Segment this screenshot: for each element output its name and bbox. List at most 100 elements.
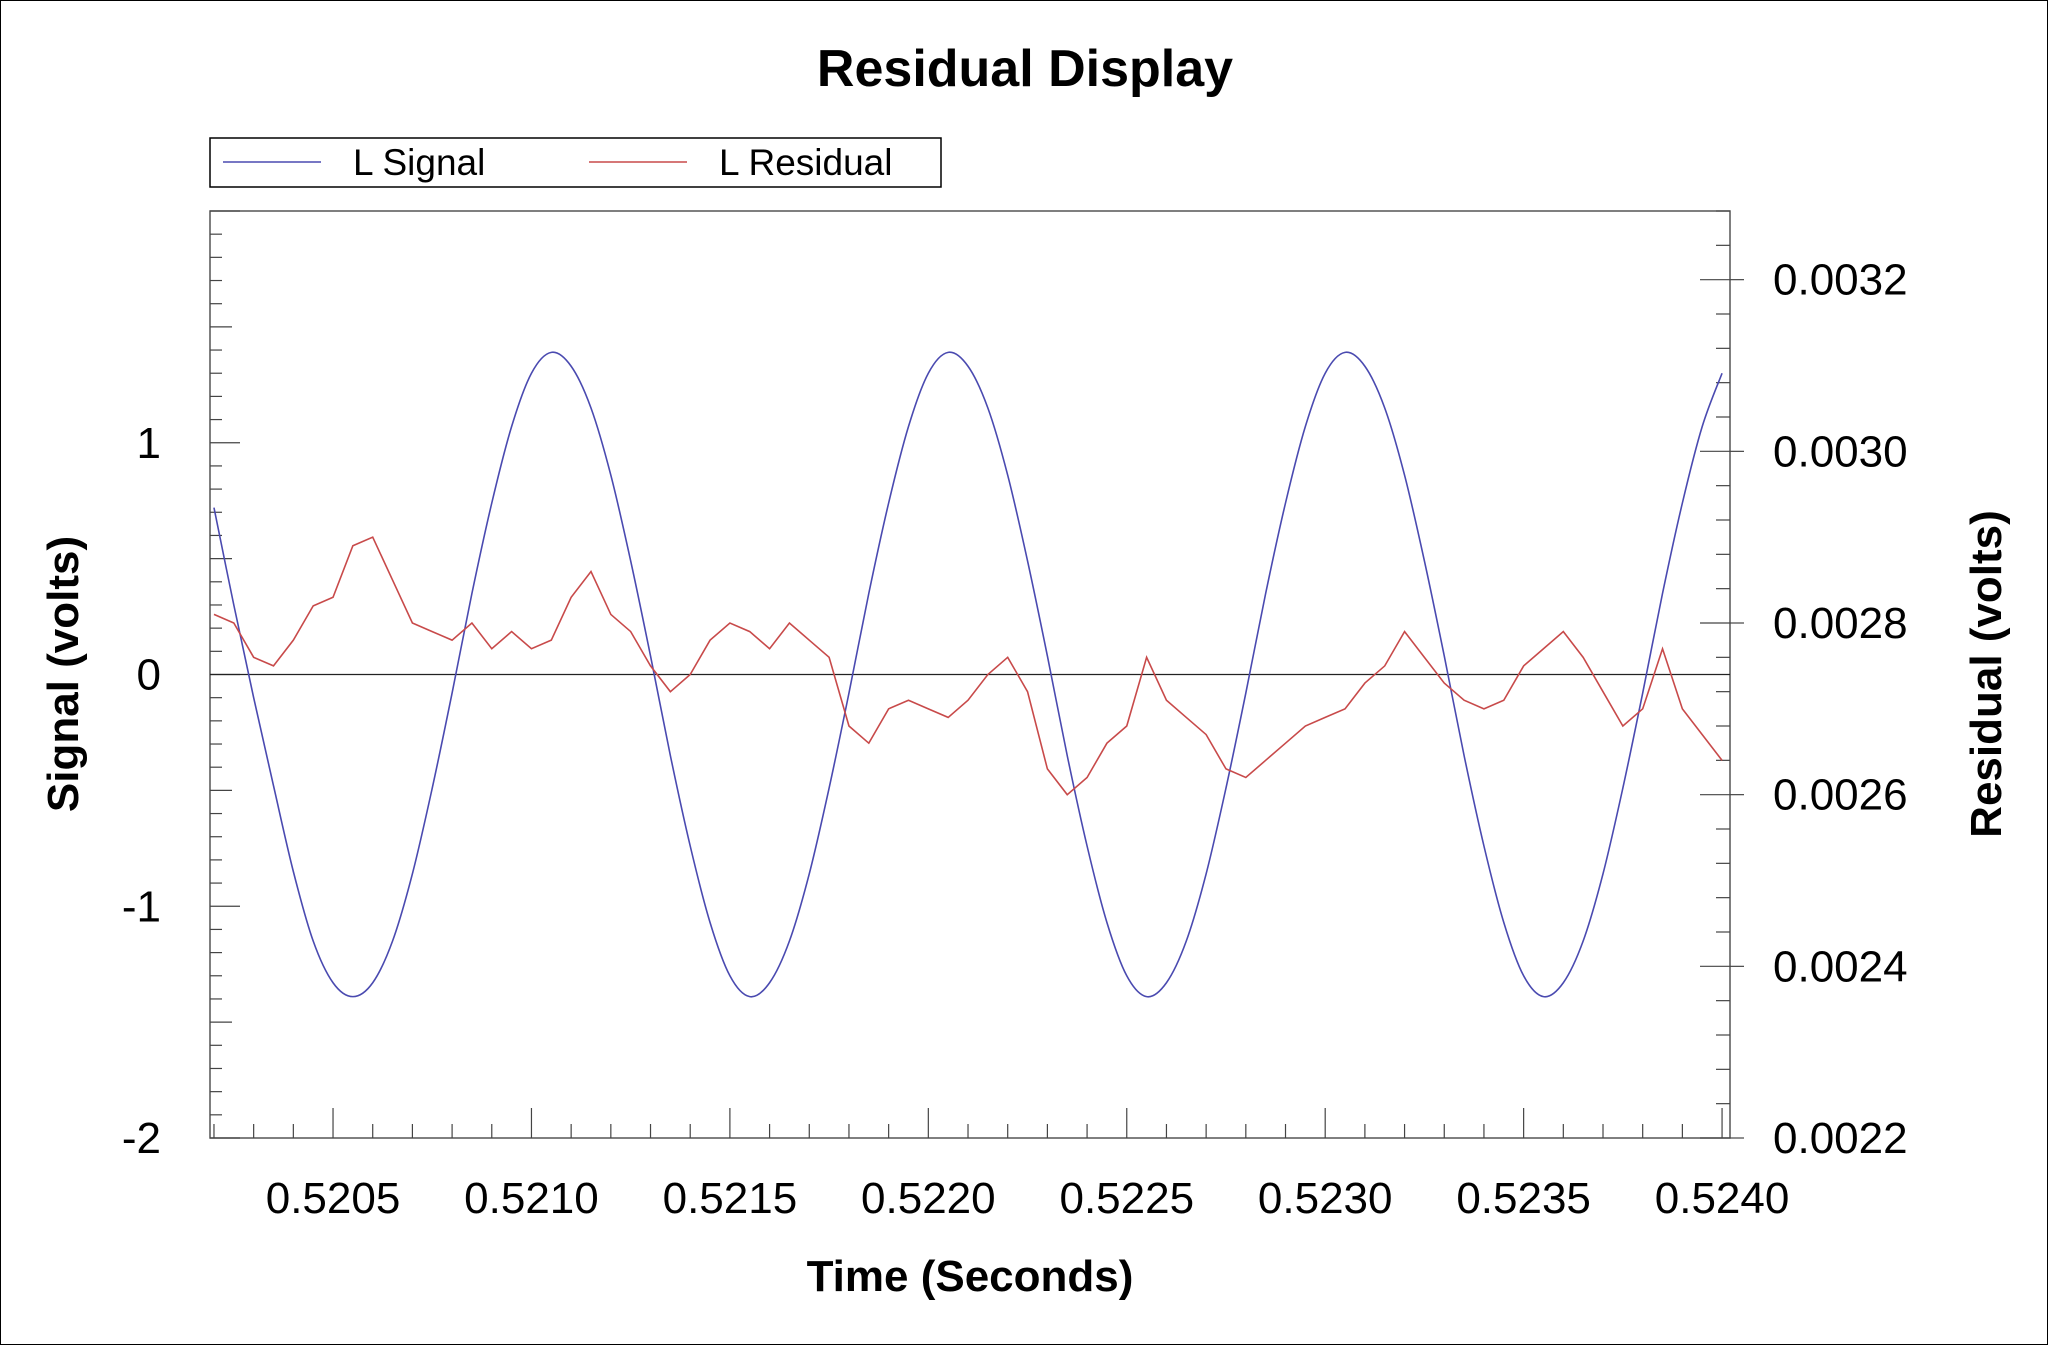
series-l-signal-point (729, 975, 730, 976)
series-l-signal-point (1503, 922, 1504, 923)
series-l-residual-point (1067, 794, 1068, 795)
series-l-residual-point (1444, 682, 1445, 683)
y-left-tick-label: 0 (137, 651, 161, 700)
series-l-signal-point (1007, 475, 1008, 476)
series-l-residual-point (1563, 631, 1564, 632)
series-l-signal-point (1444, 655, 1445, 656)
y-right-tick-label: 0.0030 (1773, 427, 1908, 476)
series-l-residual-point (1166, 700, 1167, 701)
series-l-residual-point (948, 717, 949, 718)
y-axis-right-title: Residual (volts) (1962, 510, 2011, 838)
series-l-residual-point (491, 648, 492, 649)
y-left-tick-label: -1 (122, 882, 161, 931)
series-l-signal-point (1523, 975, 1524, 976)
x-axis-title: Time (Seconds) (807, 1252, 1134, 1301)
series-l-residual-point (1642, 708, 1643, 709)
series-l-residual-point (1206, 734, 1207, 735)
series-l-signal-point (451, 692, 452, 693)
series-l-residual-point (1146, 657, 1147, 658)
series-l-signal-point (392, 940, 393, 941)
series-l-residual-point (729, 622, 730, 623)
series-l-residual-point (1662, 648, 1663, 649)
series-l-residual-point (848, 725, 849, 726)
series-l-residual-point (630, 631, 631, 632)
legend-label-l-residual: L Residual (719, 142, 892, 183)
series-l-signal-point (1602, 873, 1603, 874)
chart-title: Residual Display (817, 40, 1233, 98)
x-tick-label: 0.5235 (1456, 1174, 1591, 1223)
series-l-signal-point (1682, 502, 1683, 503)
series-l-signal-point (1305, 426, 1306, 427)
series-l-residual-point (551, 640, 552, 641)
series-l-residual-point (789, 622, 790, 623)
series-l-signal-point (1225, 787, 1226, 788)
series-l-signal-point (1206, 873, 1207, 874)
series-l-signal-point (590, 407, 591, 408)
series-l-signal-point (650, 655, 651, 656)
y-right-tick-label: 0.0026 (1773, 771, 1908, 820)
series-l-residual-point (1721, 760, 1722, 761)
series-l-signal-point (1702, 426, 1703, 427)
series-l-residual-point (451, 640, 452, 641)
series-l-residual-point (1285, 743, 1286, 744)
legend: L Signal L Residual (209, 137, 942, 188)
series-l-signal-point (571, 366, 572, 367)
series-l-residual-point (1602, 691, 1603, 692)
series-l-residual-point (987, 674, 988, 675)
series-l-residual-point (1186, 717, 1187, 718)
series-l-signal-point (1245, 692, 1246, 693)
y-right-tick-label: 0.0024 (1773, 942, 1908, 991)
series-l-residual-point (709, 640, 710, 641)
series-l-residual-point (690, 674, 691, 675)
tick-labels: 0.5205 0.5210 0.5215 0.5220 0.5225 0.5230 0.52… (122, 256, 1908, 1223)
x-tick-label: 0.5205 (266, 1174, 401, 1223)
series-l-signal-point (749, 996, 750, 997)
x-tick-label: 0.5215 (663, 1174, 798, 1223)
series-l-residual (213, 536, 1723, 796)
series-l-signal-point (471, 593, 472, 594)
series-l-residual-point (1007, 657, 1008, 658)
series-l-residual-point (749, 631, 750, 632)
series-l-signal-point (1424, 560, 1425, 561)
series-l-signal-point (213, 507, 214, 508)
series-l-residual-point (1543, 648, 1544, 649)
series-l-signal-point (233, 604, 234, 605)
series-l-signal-point (1086, 845, 1087, 846)
series-l-residual-point (1364, 682, 1365, 683)
series-l-signal-point (967, 366, 968, 367)
series-l-signal-point (1563, 982, 1564, 983)
series-l-signal-point (1126, 975, 1127, 976)
series-l-signal-point (709, 922, 710, 923)
series-l-residual-point (571, 597, 572, 598)
series-l-residual-point (471, 622, 472, 623)
series-l-signal-point (987, 407, 988, 408)
series-l-signal-point (1047, 655, 1048, 656)
series-l-residual-point (313, 605, 314, 606)
series-l-residual-point (1424, 657, 1425, 658)
series-l-signal-point (412, 873, 413, 874)
series-l-residual-point (650, 665, 651, 666)
series-l-signal-point (630, 560, 631, 561)
series-l-signal-point (1543, 996, 1544, 997)
tick-marks (210, 210, 1744, 1139)
series-l-signal-point (352, 996, 353, 997)
series-l-signal-point (253, 697, 254, 698)
series-l-residual-point (1245, 777, 1246, 778)
y-left-tick-label: 1 (137, 419, 161, 468)
series-l-residual-point (293, 640, 294, 641)
series-l-signal-point (1583, 940, 1584, 941)
series-l-residual-point (1523, 665, 1524, 666)
series-l-signal-point (868, 593, 869, 594)
series-l-residual-point (1622, 725, 1623, 726)
series-l-signal-point (1642, 692, 1643, 693)
series-l-residual-point (1265, 760, 1266, 761)
series-l-residual-point (1583, 657, 1584, 658)
series-l-signal-point (531, 373, 532, 374)
series-l-signal-point (313, 940, 314, 941)
series-l-signal-point (372, 982, 373, 983)
series-l-residual-point (1344, 708, 1345, 709)
series-l-residual-point (967, 700, 968, 701)
series-l-signal-point (1027, 560, 1028, 561)
series-l-residual-point (1225, 768, 1226, 769)
